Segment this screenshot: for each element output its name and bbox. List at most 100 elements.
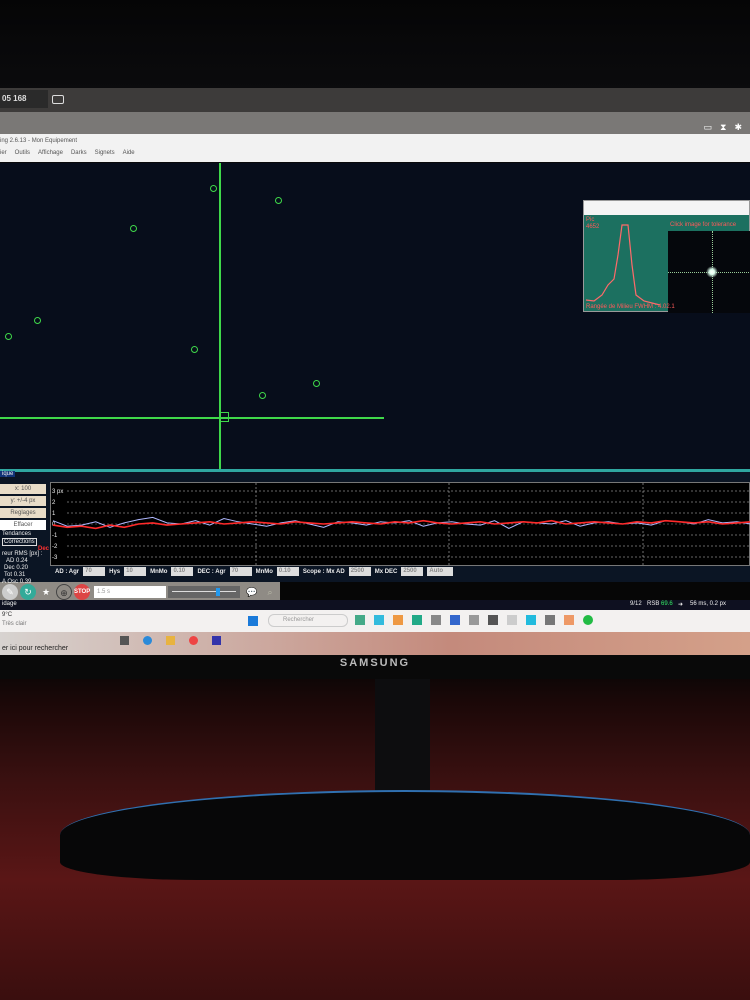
rms-total-label: Tot	[4, 572, 13, 578]
dec-mode-select[interactable]: Auto	[427, 567, 454, 576]
exposure-select[interactable]: 1.5 s	[94, 586, 166, 598]
app-icon[interactable]	[545, 615, 555, 625]
max-dec-spinner[interactable]: 2500	[401, 567, 424, 576]
snr-value: 69.6	[661, 601, 673, 607]
trends-checkbox[interactable]: Tendances	[2, 531, 32, 537]
zoom-hint: Click image for tolerance	[670, 222, 737, 228]
guide-target-icon[interactable]: ⊕	[56, 584, 72, 600]
refresh-icon[interactable]: ↻	[20, 584, 36, 600]
auto-select-star-icon[interactable]: ★	[41, 587, 51, 597]
speech-icon[interactable]: 💬	[246, 587, 258, 597]
profile-header	[584, 201, 749, 215]
status-message: idage	[2, 601, 17, 607]
menu-bar: ier Outils Affichage Darks Signets Aide	[0, 150, 135, 156]
star-zoom-view[interactable]	[668, 231, 750, 313]
guide-params-row: AD : Agr 70 Hys 10 MnMo 0.10 DEC : Agr 70 Mn…	[55, 567, 454, 576]
screen-icon[interactable]: ▭	[703, 122, 713, 132]
profile-curve	[585, 224, 661, 306]
app-icon[interactable]	[431, 615, 441, 625]
crosshair-vertical	[219, 163, 221, 469]
ra-aggr-spinner[interactable]: 70	[83, 567, 106, 576]
app-icon[interactable]	[393, 615, 403, 625]
app-icon[interactable]	[212, 636, 221, 645]
zoom-icon[interactable]: ⌕	[267, 587, 273, 597]
app-icon[interactable]	[355, 615, 365, 625]
dec-aggr-spinner[interactable]: 70	[229, 567, 252, 576]
edge-icon[interactable]	[143, 636, 152, 645]
windows-taskbar: 9°C Très clair Rechercher	[0, 610, 750, 632]
max-ra-spinner[interactable]: 2500	[348, 567, 371, 576]
windows-start-icon[interactable]	[248, 616, 258, 626]
slider-thumb[interactable]	[216, 588, 220, 596]
hys-spinner[interactable]: 10	[124, 567, 147, 576]
app-icon[interactable]	[412, 615, 422, 625]
hys-label: Hys	[109, 568, 121, 575]
menu-view[interactable]: Affichage	[38, 150, 63, 156]
rms-dec-label: Dec	[4, 565, 15, 571]
taskbar-search[interactable]: Rechercher	[268, 614, 348, 627]
settings-button[interactable]: Reglages	[0, 508, 46, 518]
browser-bar	[0, 88, 750, 112]
app-titlebar: ing 2.6.13 - Mon Equipement ier Outils A…	[0, 134, 750, 162]
dec-aggr-label: DEC : Agr	[197, 568, 226, 575]
folder-icon[interactable]	[166, 636, 175, 645]
rms-title: reur RMS [px] :	[2, 551, 43, 557]
status-frames: 9/12	[630, 601, 642, 607]
dec-minmo-spinner[interactable]: 0.10	[276, 567, 299, 576]
monitor-stand-neck	[375, 679, 430, 799]
task-view-icon[interactable]	[120, 636, 129, 645]
star-marker	[210, 185, 217, 192]
monitor-stand-base	[60, 790, 750, 880]
hourglass-icon[interactable]: ⧗	[720, 122, 727, 132]
second-screen-taskbar: er ici pour rechercher	[0, 632, 750, 656]
menu-bookmarks[interactable]: Signets	[94, 150, 115, 156]
monitor-icon[interactable]	[52, 95, 64, 104]
menu-help[interactable]: Aide	[122, 150, 135, 156]
guide-star	[706, 266, 718, 278]
crosshair-horizontal	[0, 417, 384, 419]
gear-icon[interactable]: ✱	[734, 122, 742, 132]
app-icon[interactable]	[488, 615, 498, 625]
taskbar-apps	[355, 615, 593, 625]
gamma-slider[interactable]	[168, 586, 240, 598]
app-icon[interactable]	[564, 615, 574, 625]
fwhm-readout: Rangée de Milieu FWHM : 4.02.1	[586, 304, 675, 310]
x-scale-select[interactable]: x: 100	[0, 484, 46, 494]
rms-ra: AD 0.24	[6, 558, 28, 564]
app-icon[interactable]	[450, 615, 460, 625]
y-tick-label: 3 px	[52, 489, 63, 495]
clear-button[interactable]: Effacer	[0, 520, 46, 530]
window-title: ing 2.6.13 - Mon Equipement	[0, 138, 78, 144]
ra-aggr-label: AD : Agr	[55, 568, 80, 575]
corrections-checkbox[interactable]: Corrections	[2, 538, 37, 546]
app-icon[interactable]	[526, 615, 536, 625]
chrome-icon[interactable]	[189, 636, 198, 645]
rms-ra-value: 0.24	[16, 558, 28, 564]
menu-tools[interactable]: Outils	[14, 150, 31, 156]
menu-darks[interactable]: Darks	[70, 150, 87, 156]
menu-file[interactable]: ier	[0, 150, 7, 156]
dec-line	[52, 519, 750, 530]
rms-dec-value: 0.20	[16, 565, 29, 571]
weather-temp[interactable]: 9°C	[2, 612, 13, 618]
monitor-bezel	[0, 655, 750, 679]
ra-minmo-spinner[interactable]: 0.10	[171, 567, 194, 576]
star-marker	[130, 225, 137, 232]
snr-label: RSB	[647, 601, 660, 607]
ra-minmo-label: MnMo	[150, 568, 168, 575]
address-field[interactable]: 05 168	[0, 90, 48, 108]
star-marker	[5, 333, 12, 340]
stop-button[interactable]: STOP	[74, 584, 90, 600]
y-scale-select[interactable]: y: +/-4 px	[0, 496, 46, 506]
app-icon[interactable]	[469, 615, 479, 625]
camera-app-icon[interactable]	[507, 615, 517, 625]
star-marker	[34, 317, 41, 324]
star-marker	[259, 392, 266, 399]
loop-icon[interactable]: ✎	[2, 584, 18, 600]
app-icon[interactable]	[374, 615, 384, 625]
y-tick-label: -1	[52, 533, 58, 539]
app-icon[interactable]	[583, 615, 593, 625]
search-placeholder[interactable]: er ici pour rechercher	[2, 645, 69, 652]
dec-legend: Dec	[38, 546, 50, 552]
